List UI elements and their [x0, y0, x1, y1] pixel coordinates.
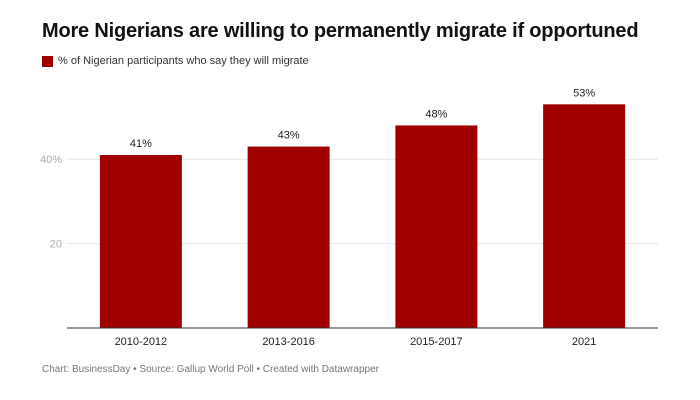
x-tick-label: 2021: [572, 336, 596, 348]
data-label: 41%: [130, 138, 152, 150]
bar: [247, 146, 330, 328]
bar: [99, 154, 182, 328]
x-tick-label: 2010-2012: [115, 336, 168, 348]
y-tick-label: 20: [50, 239, 62, 251]
x-tick-label: 2013-2016: [262, 336, 315, 348]
chart-title: More Nigerians are willing to permanentl…: [42, 20, 639, 42]
x-tick-label: 2015-2017: [410, 336, 463, 348]
chart-legend: % of Nigerian participants who say they …: [42, 55, 309, 67]
data-label: 53%: [573, 87, 595, 99]
data-label: 43%: [278, 130, 300, 142]
legend-swatch: [42, 55, 53, 67]
data-label: 48%: [425, 108, 447, 120]
bar: [395, 125, 478, 328]
legend-label: % of Nigerian participants who say they …: [58, 55, 309, 67]
chart-footer: Chart: BusinessDay • Source: Gallup Worl…: [42, 364, 379, 375]
bar: [543, 104, 626, 328]
y-tick-label: 40%: [40, 154, 62, 166]
